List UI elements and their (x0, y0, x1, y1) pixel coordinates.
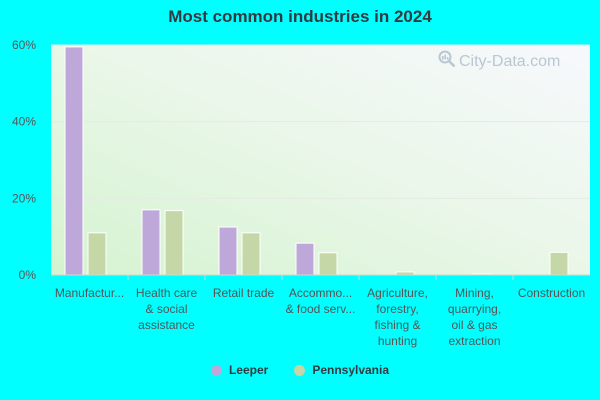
y-tick-label: 40% (12, 115, 36, 129)
x-tick-label: Health care (136, 286, 198, 300)
x-tick-label: extraction (448, 334, 500, 348)
bar-leeper-1 (141, 209, 161, 276)
x-tick-label: assistance (138, 318, 195, 332)
x-tick-label: & food serv... (286, 302, 356, 316)
x-tick-label: Manufactur... (55, 286, 124, 300)
bar-pennsylvania-6 (549, 251, 569, 276)
legend-item-leeper: Leeper (210, 363, 269, 377)
legend-swatch-pennsylvania (294, 364, 306, 376)
x-tick-label: oil & gas (451, 318, 497, 332)
legend: Leeper Pennsylvania (0, 363, 600, 377)
x-tick-label: & social (145, 302, 187, 316)
chart-title: Most common industries in 2024 (168, 7, 432, 26)
bar-pennsylvania-2 (241, 232, 261, 276)
x-tick-label: quarrying, (448, 302, 501, 316)
bar-pennsylvania-1 (164, 210, 184, 276)
y-tick-label: 60% (12, 38, 36, 52)
bar-pennsylvania-0 (87, 232, 107, 276)
plot-area (51, 45, 590, 275)
bar-leeper-0 (64, 46, 84, 276)
y-tick-label: 0% (19, 268, 37, 282)
x-tick-label: forestry, (376, 302, 418, 316)
bar-leeper-2 (218, 226, 238, 276)
bar-leeper-3 (295, 242, 315, 276)
watermark: City-Data.com (438, 50, 560, 73)
legend-label-leeper: Leeper (228, 363, 269, 377)
legend-item-pennsylvania: Pennsylvania (294, 363, 389, 377)
x-tick-label: Accommo... (289, 286, 352, 300)
x-tick-label: Retail trade (213, 286, 275, 300)
x-tick-label: Mining, (455, 286, 494, 300)
x-tick-label: Agriculture, (367, 286, 428, 300)
x-tick-label: hunting (378, 334, 417, 348)
x-tick-label: fishing & (374, 318, 420, 332)
watermark-text: City-Data.com (459, 52, 561, 70)
y-tick-label: 20% (12, 191, 36, 205)
magnifier-chart-icon (438, 50, 456, 73)
legend-label-pennsylvania: Pennsylvania (312, 363, 390, 377)
x-tick-label: Construction (518, 286, 585, 300)
bar-pennsylvania-3 (318, 252, 338, 276)
legend-swatch-leeper (210, 364, 222, 376)
